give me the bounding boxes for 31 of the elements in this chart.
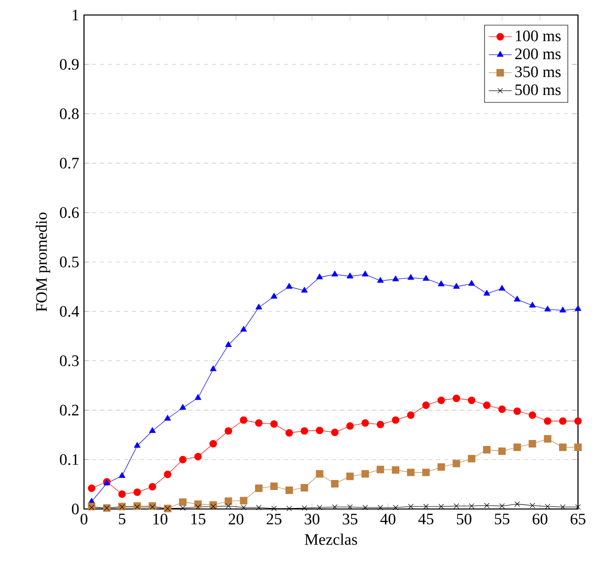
x-tick-label: 35 <box>342 514 358 524</box>
x-tick-label: 30 <box>304 514 320 524</box>
y-tick-label: 0.3 <box>60 355 79 366</box>
legend-label: 100 ms <box>516 30 561 42</box>
y-tick-label: 0.7 <box>60 158 79 169</box>
y-tick-label: 0.9 <box>60 58 79 70</box>
y-tick-label: 0.2 <box>60 404 78 416</box>
y-tick-label: 0.1 <box>60 454 78 466</box>
x-tick-label: 25 <box>266 514 282 524</box>
x-tick-label: 55 <box>494 514 510 524</box>
y-tick-label: 1 <box>72 10 78 20</box>
y-axis-title: FOM promedio <box>36 212 50 312</box>
x-tick-label: 20 <box>228 514 244 524</box>
y-tick-label: 0.8 <box>60 108 79 120</box>
legend-label: 350 ms <box>515 66 561 78</box>
x-tick-label: 0 <box>80 514 88 524</box>
x-tick-label: 60 <box>532 514 548 524</box>
y-tick-label: 0.4 <box>60 306 80 317</box>
x-tick-label: 50 <box>456 514 472 524</box>
x-axis-title: Mezclas <box>304 534 358 545</box>
y-tick-label: 0.5 <box>60 256 79 268</box>
y-tick-label: 0 <box>72 504 79 514</box>
legend-label: 500 ms <box>515 84 561 96</box>
y-tick-label: 0.6 <box>60 207 79 218</box>
x-tick-label: 65 <box>570 514 586 524</box>
x-tick-label: 45 <box>418 514 434 524</box>
x-tick-label: 5 <box>118 514 126 524</box>
x-tick-label: 15 <box>191 514 206 524</box>
x-tick-label: 10 <box>153 514 168 524</box>
legend-label: 200 ms <box>515 48 561 60</box>
x-tick-label: 40 <box>380 514 396 524</box>
